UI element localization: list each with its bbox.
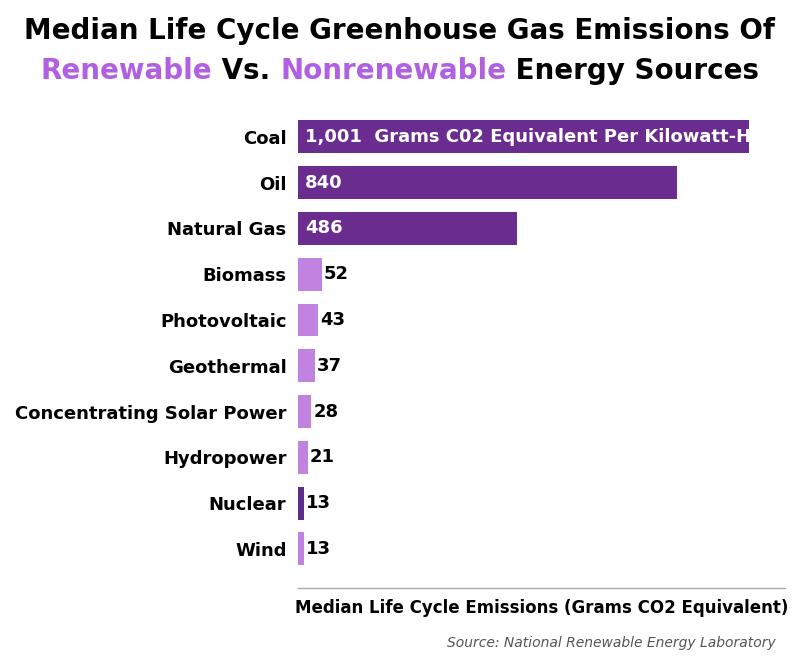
Text: Nonrenewable: Nonrenewable [280, 57, 506, 84]
Bar [298, 487, 304, 519]
Text: 486: 486 [305, 219, 342, 237]
Text: Vs.: Vs. [212, 57, 280, 84]
X-axis label: Median Life Cycle Emissions (Grams CO2 Equivalent): Median Life Cycle Emissions (Grams CO2 E… [295, 598, 788, 616]
Text: 43: 43 [320, 311, 345, 329]
Bar [298, 166, 677, 199]
Bar [298, 395, 311, 428]
Text: 1,001  Grams C02 Equivalent Per Kilowatt-Hour: 1,001 Grams C02 Equivalent Per Kilowatt-… [305, 128, 785, 146]
Bar [298, 303, 318, 336]
Bar [298, 441, 308, 474]
Bar [298, 120, 750, 154]
Text: Renewable: Renewable [41, 57, 212, 84]
Text: 37: 37 [318, 357, 342, 375]
Bar [298, 349, 315, 382]
Bar [298, 212, 518, 245]
Text: Source: National Renewable Energy Laboratory: Source: National Renewable Energy Labora… [447, 636, 776, 650]
Text: Median Life Cycle Greenhouse Gas Emissions Of: Median Life Cycle Greenhouse Gas Emissio… [25, 17, 775, 45]
Text: 840: 840 [305, 174, 342, 192]
Text: 13: 13 [306, 494, 331, 512]
Text: 13: 13 [306, 540, 331, 558]
Text: 28: 28 [313, 402, 338, 420]
Bar [298, 533, 304, 565]
Text: Energy Sources: Energy Sources [506, 57, 759, 84]
Bar [298, 258, 322, 291]
Text: 21: 21 [310, 448, 335, 466]
Text: 52: 52 [324, 265, 349, 283]
